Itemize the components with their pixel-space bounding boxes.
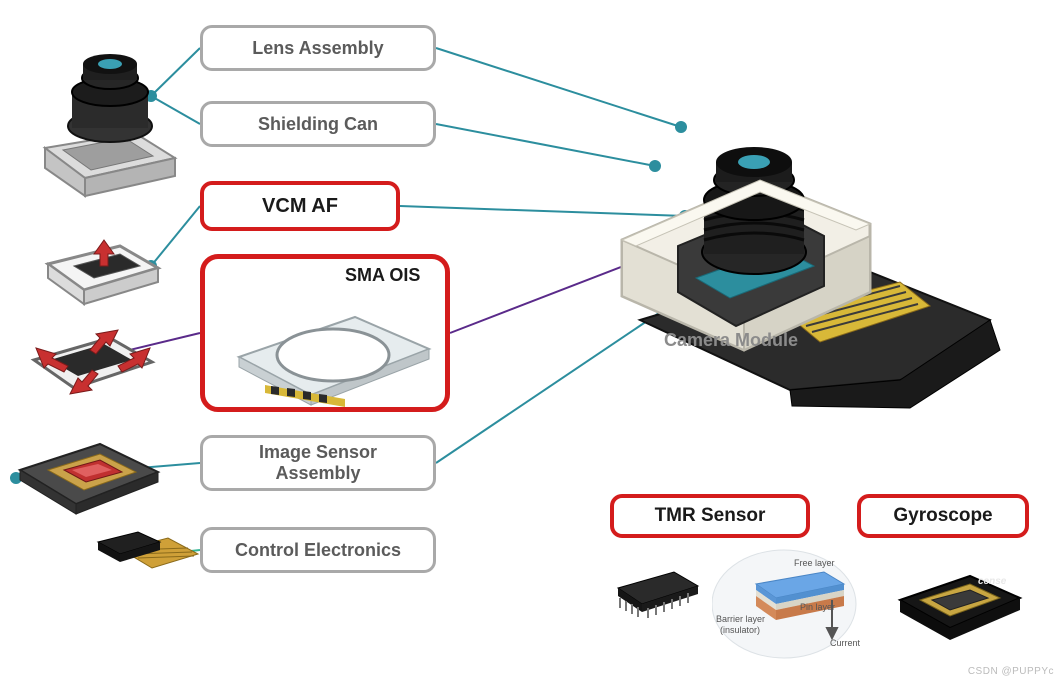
part-image-sensor xyxy=(0,420,170,530)
label-imgsens: Image SensorAssembly xyxy=(200,435,436,491)
tmr-current-label: Current xyxy=(830,638,860,648)
label-gyro: Gyroscope xyxy=(857,494,1029,538)
part-lens-assembly xyxy=(25,38,185,198)
sma-ois-title: SMA OIS xyxy=(345,265,420,286)
gyroscope-illustration: cense xyxy=(880,550,1030,660)
label-tmr: TMR Sensor xyxy=(610,494,810,538)
label-shield: Shielding Can xyxy=(200,101,436,147)
tmr-pin-layer-label: Pin layer xyxy=(800,602,835,612)
camera-module-caption: Camera Module xyxy=(664,330,798,351)
label-lens: Lens Assembly xyxy=(200,25,436,71)
sma-ois-illustration xyxy=(215,287,445,413)
sma-ois-box: SMA OIS xyxy=(200,254,450,412)
label-ctrl: Control Electronics xyxy=(200,527,436,573)
part-vcm xyxy=(30,220,170,320)
label-vcm: VCM AF xyxy=(200,181,400,231)
part-control-electronics xyxy=(80,520,200,590)
part-sma-frame xyxy=(0,312,170,422)
svg-text:cense: cense xyxy=(978,576,1007,587)
tmr-barrier-layer-label: Barrier layer xyxy=(716,614,765,624)
camera-module-illustration xyxy=(570,60,1040,410)
tmr-free-layer-label: Free layer xyxy=(794,558,835,568)
tmr-chip-illustration xyxy=(600,550,710,640)
watermark: CSDN @PUPPYc xyxy=(968,666,1054,677)
tmr-insulator-label: (insulator) xyxy=(720,625,760,635)
